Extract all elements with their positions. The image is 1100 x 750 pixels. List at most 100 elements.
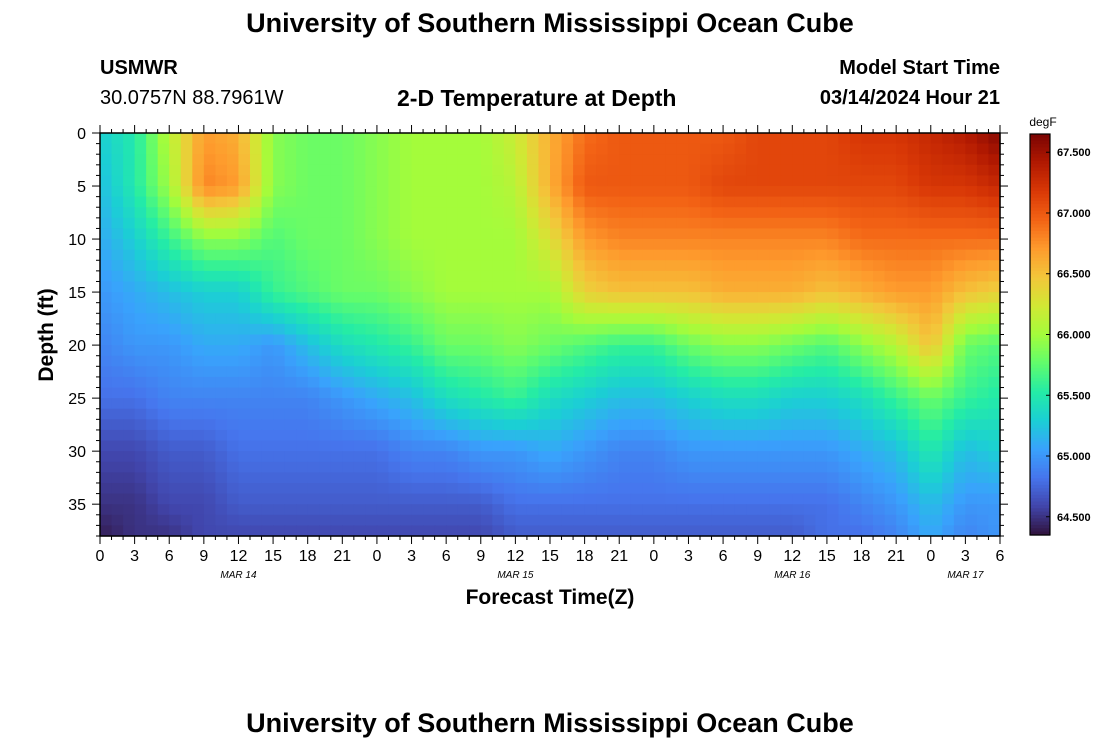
heatmap-cell [319,260,332,272]
heatmap-cell [907,440,920,452]
heatmap-cell [469,270,482,283]
heatmap-cell [769,493,782,505]
heatmap-cell [700,217,713,230]
colorbar-tick-label: 67.000 [1057,208,1091,220]
heatmap-cell [365,186,378,198]
heatmap-cell [157,482,170,495]
colorbar-segment [1030,140,1050,145]
heatmap-cell [884,482,897,495]
heatmap-cell [838,366,851,378]
heatmap-cell [965,482,978,495]
heatmap-cell [746,260,759,272]
heatmap-cell [215,164,228,177]
heatmap-cell [896,376,909,389]
heatmap-cell [307,472,320,484]
heatmap-cell [838,440,851,452]
heatmap-cell [653,228,666,240]
heatmap-cell [411,451,424,463]
heatmap-cell [711,196,724,208]
heatmap-cell [642,355,655,367]
heatmap-cell [711,154,724,166]
heatmap-cell [157,196,170,208]
heatmap-cell [238,482,251,495]
heatmap-cell [376,440,390,452]
heatmap-cell [584,398,597,410]
heatmap-cell [780,504,793,516]
heatmap-cell [342,366,355,378]
heatmap-cell [273,429,286,442]
heatmap-cell [400,451,413,463]
heatmap-cell [873,281,886,293]
heatmap-cell [538,313,551,325]
colorbar-segment [1030,367,1050,372]
heatmap-cell [976,207,990,219]
colorbar-segment [1030,364,1050,369]
heatmap-cell [953,217,966,230]
heatmap-cell [273,419,286,431]
heatmap-cell [746,345,759,357]
heatmap-cell [584,207,597,219]
heatmap-cell [711,133,724,145]
heatmap-cell [550,461,563,473]
heatmap-cell [296,504,309,516]
heatmap-cell [584,323,597,336]
heatmap-cell [907,228,920,240]
colorbar-segment [1030,327,1050,332]
y-tick-label: 5 [77,179,86,196]
heatmap-cell [100,440,113,452]
heatmap-cell [261,345,274,357]
heatmap-cell [711,419,724,431]
heatmap-cell [965,440,978,452]
heatmap-cell [884,196,897,208]
heatmap-cell [226,143,240,155]
heatmap-cell [665,164,678,177]
heatmap-cell [653,440,666,452]
heatmap-cell [907,451,920,463]
heatmap-cell [192,239,205,251]
heatmap-cell [215,355,228,367]
heatmap-cell [538,398,551,410]
colorbar-tick-label: 66.000 [1057,330,1091,342]
heatmap-cell [538,366,551,378]
heatmap-cell [100,249,113,261]
heatmap-cell [180,472,193,484]
colorbar-segment [1030,154,1050,158]
colorbar-segment [1030,207,1050,212]
heatmap-cell [838,292,851,304]
heatmap-cell [492,514,505,526]
heatmap-cell [619,514,632,526]
x-tick-label: 21 [887,548,905,565]
heatmap-cell [515,482,528,495]
heatmap-cell [342,228,355,240]
heatmap-cell [769,408,782,420]
heatmap-cell [723,260,736,272]
heatmap-cell [884,514,897,526]
heatmap-cell [400,323,413,336]
heatmap-cell [850,493,863,505]
heatmap-cell [226,133,240,145]
heatmap-cell [342,270,355,283]
heatmap-cell [619,249,632,261]
heatmap-cell [723,143,736,155]
heatmap-cell [434,366,447,378]
heatmap-cell [434,186,447,198]
heatmap-cell [757,196,770,208]
heatmap-cell [342,451,355,463]
heatmap-cell [561,164,574,177]
heatmap-cell [192,186,205,198]
heatmap-cell [480,186,493,198]
heatmap-cell [238,345,251,357]
heatmap-cell [192,366,205,378]
heatmap-cell [319,440,332,452]
heatmap-cell [342,292,355,304]
heatmap-cell [123,525,136,537]
heatmap-cell [330,525,343,537]
heatmap-cell [584,472,597,484]
heatmap-cell [630,355,643,367]
heatmap-cell [480,419,493,431]
heatmap-cell [653,302,666,314]
heatmap-cell [388,207,401,219]
heatmap-cell [526,366,540,378]
heatmap-cell [780,493,793,505]
heatmap-cell [988,472,1001,484]
